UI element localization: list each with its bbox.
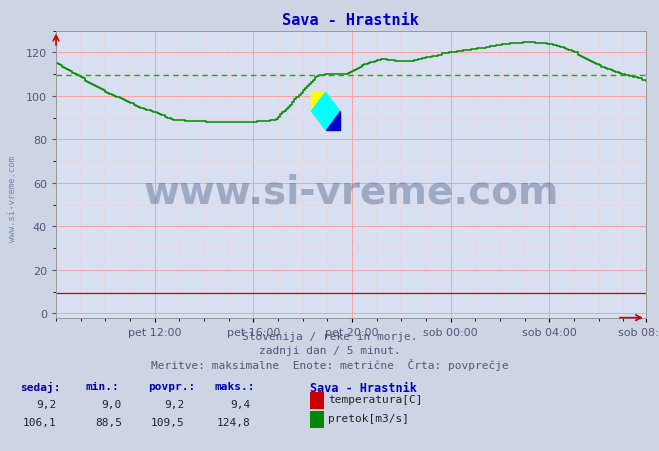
Text: 9,0: 9,0 xyxy=(101,399,122,409)
Text: povpr.:: povpr.: xyxy=(148,381,196,391)
Polygon shape xyxy=(326,112,339,130)
Text: zadnji dan / 5 minut.: zadnji dan / 5 minut. xyxy=(258,345,401,355)
Text: www.si-vreme.com: www.si-vreme.com xyxy=(143,173,559,211)
Text: 106,1: 106,1 xyxy=(22,417,56,427)
Text: Slovenija / reke in morje.: Slovenija / reke in morje. xyxy=(242,331,417,341)
Text: 9,4: 9,4 xyxy=(230,399,250,409)
Text: 124,8: 124,8 xyxy=(217,417,250,427)
Text: pretok[m3/s]: pretok[m3/s] xyxy=(328,414,409,423)
Text: maks.:: maks.: xyxy=(214,381,254,391)
Polygon shape xyxy=(312,93,326,112)
Text: 88,5: 88,5 xyxy=(95,417,122,427)
Text: sedaj:: sedaj: xyxy=(20,381,60,392)
Text: Meritve: maksimalne  Enote: metrične  Črta: povprečje: Meritve: maksimalne Enote: metrične Črta… xyxy=(151,359,508,371)
Text: min.:: min.: xyxy=(86,381,119,391)
Text: 109,5: 109,5 xyxy=(151,417,185,427)
Text: temperatura[C]: temperatura[C] xyxy=(328,394,422,404)
Title: Sava - Hrastnik: Sava - Hrastnik xyxy=(283,13,419,28)
Text: www.si-vreme.com: www.si-vreme.com xyxy=(8,156,17,241)
Text: 9,2: 9,2 xyxy=(36,399,56,409)
Text: 9,2: 9,2 xyxy=(164,399,185,409)
Text: Sava - Hrastnik: Sava - Hrastnik xyxy=(310,381,416,394)
Polygon shape xyxy=(312,93,339,130)
